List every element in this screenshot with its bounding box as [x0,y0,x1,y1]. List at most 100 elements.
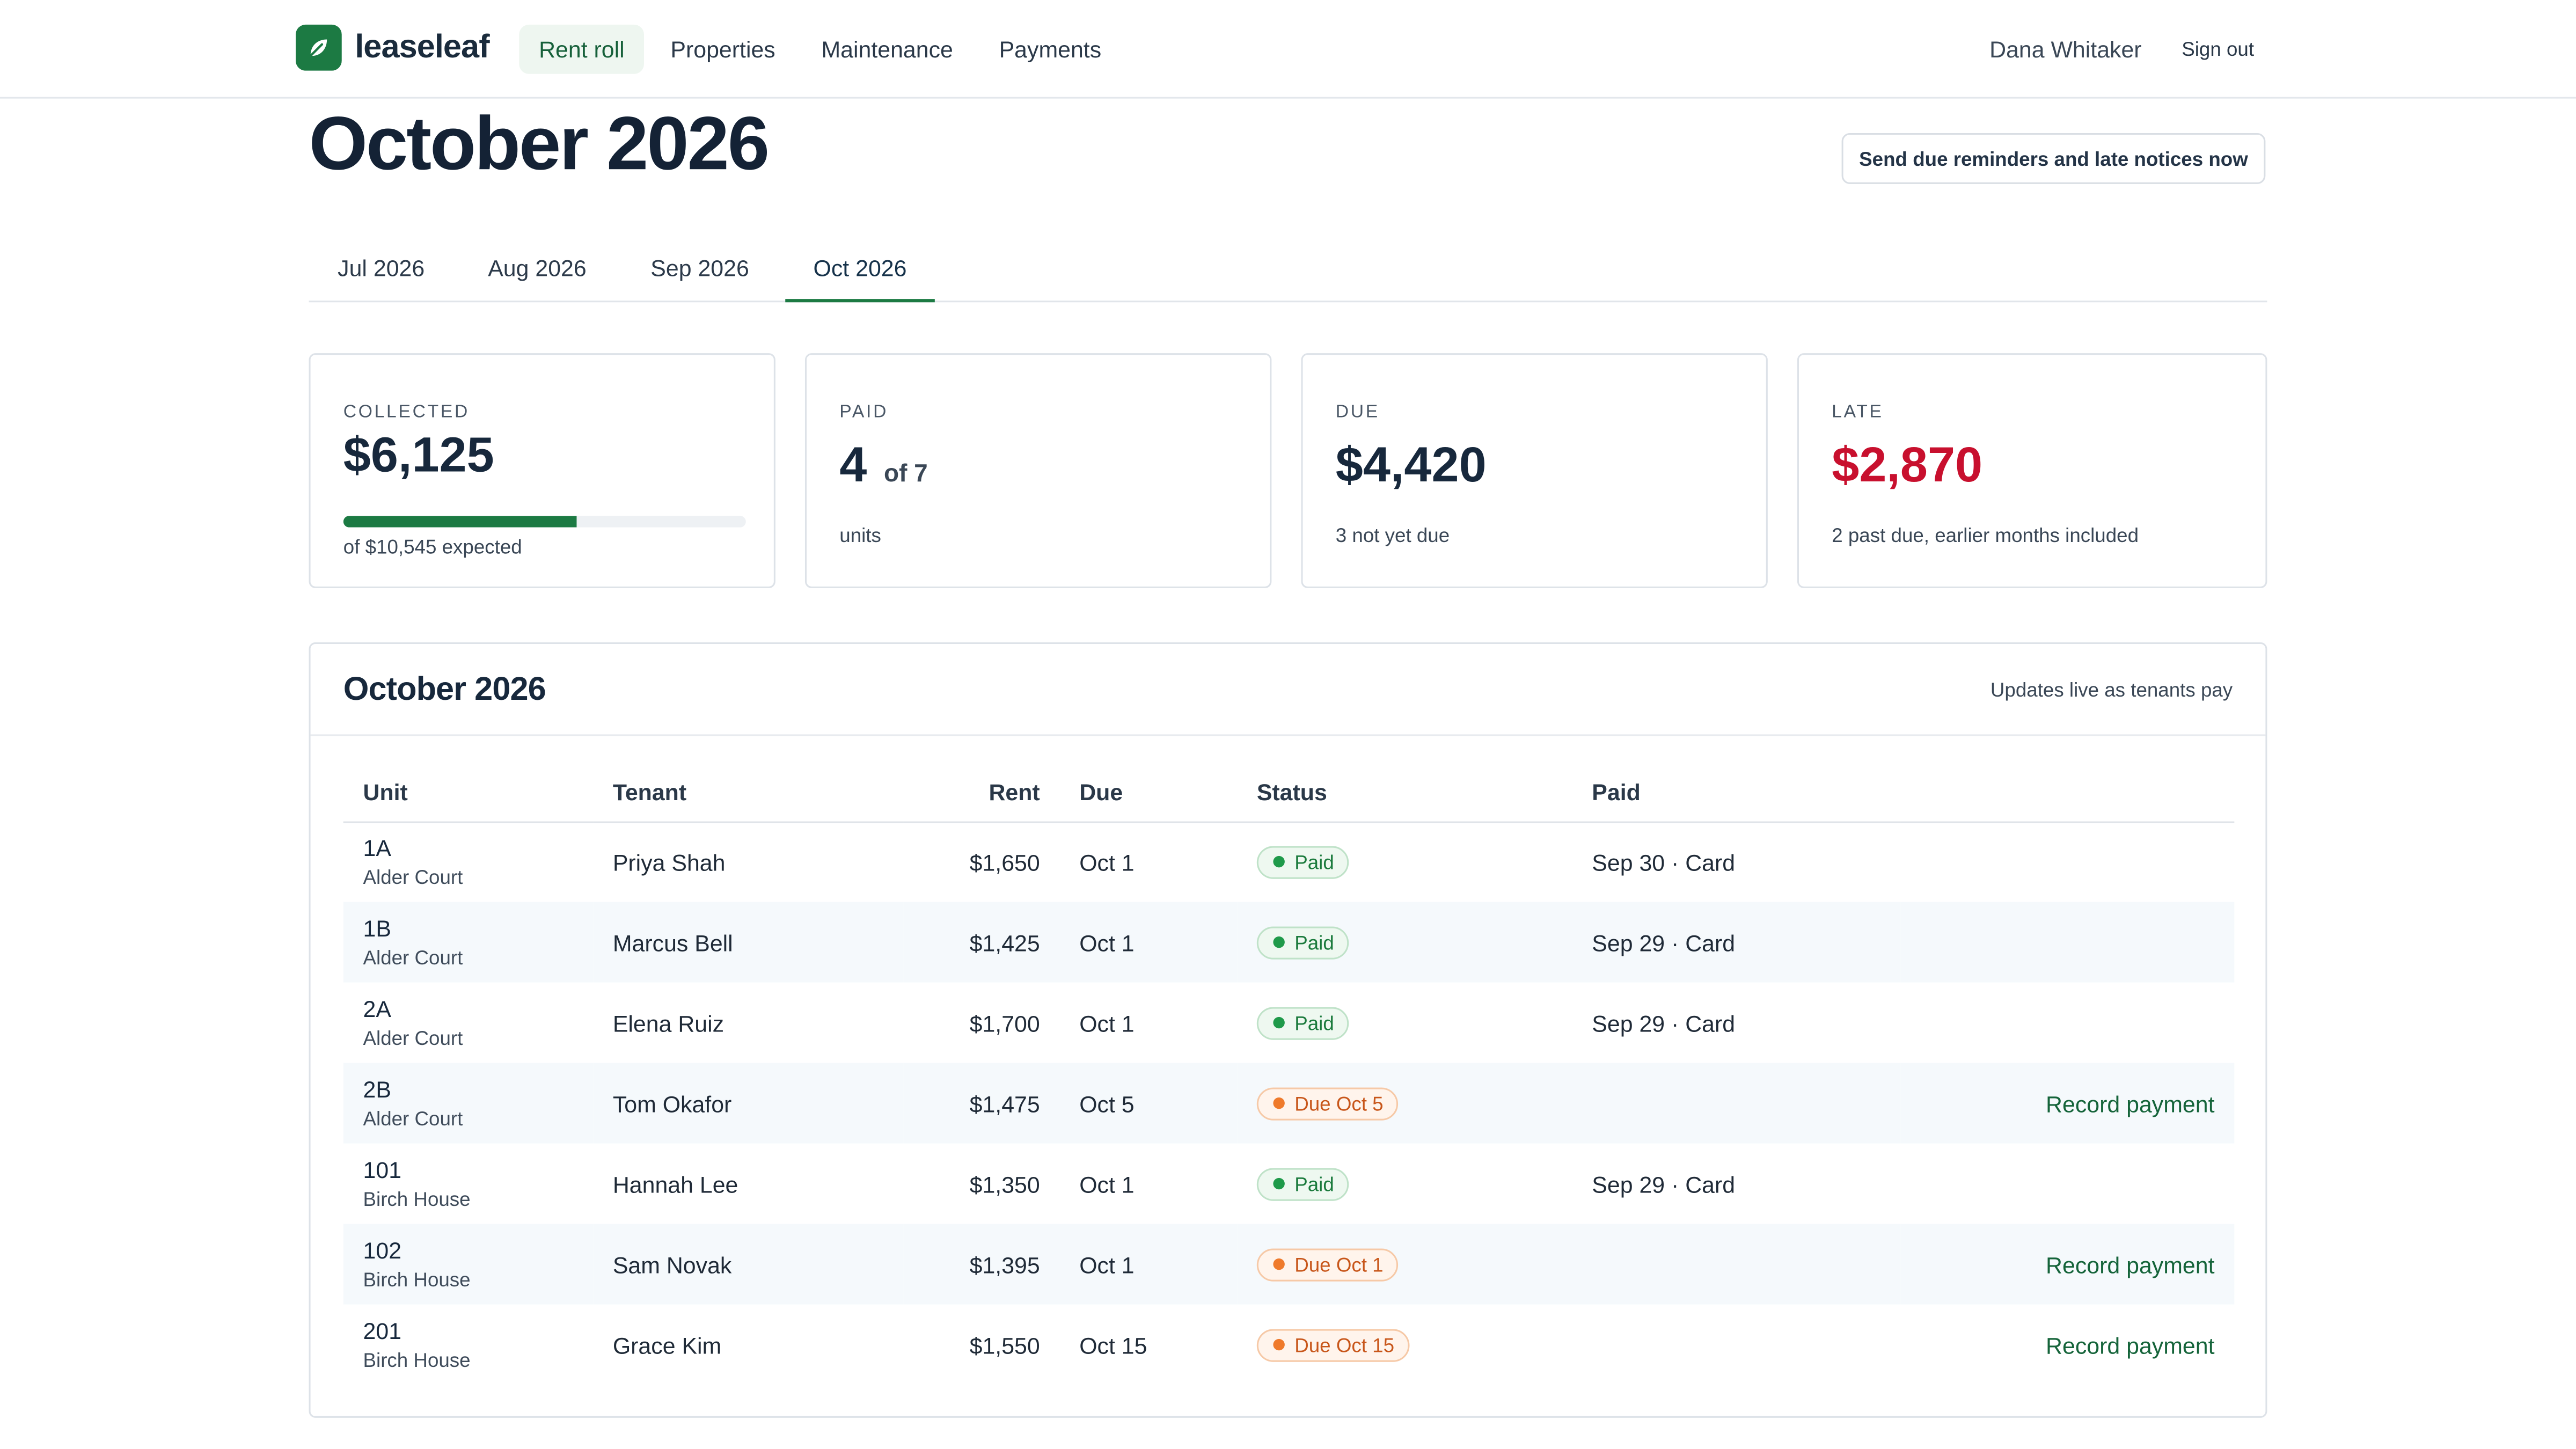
unit-cell: 102 Birch House [343,1224,594,1305]
unit-property: Alder Court [363,945,463,969]
collected-progress-bar [343,516,746,528]
action-cell [1901,1144,2234,1224]
collected-progress-fill [343,516,577,528]
table-row: 102 Birch House Sam Novak $1,395 Oct 1 Due Oc… [343,1224,2235,1305]
tenant-cell[interactable]: Marcus Bell [593,902,904,983]
unit-code[interactable]: 201 [363,1316,402,1343]
nav-item-payments[interactable]: Payments [999,36,1102,63]
due-subtext: 3 not yet due [1335,524,1450,547]
status-badge: Due Oct 15 [1256,1328,1409,1362]
table-row: 2A Alder Court Elena Ruiz $1,700 Oct 1 Paid Se… [343,983,2234,1063]
tab-oct-2026[interactable]: Oct 2026 [785,238,935,303]
unit-cell: 1B Alder Court [343,902,594,983]
unit-code[interactable]: 102 [363,1236,402,1263]
nav-item-properties[interactable]: Properties [670,36,775,63]
rent-cell: $1,550 [969,1331,1040,1358]
action-cell [1901,983,2234,1063]
status-text: Due Oct 1 [1294,1253,1384,1276]
status-cell: Due Oct 5 [1237,1063,1572,1144]
unit-code[interactable]: 2B [363,1075,391,1102]
tenant-cell[interactable]: Hannah Lee [612,1170,738,1197]
table-header-row: Unit Tenant Rent Due Status Paid [343,764,2235,823]
paid-cell [1572,1305,1901,1385]
paid-of-total: of 7 [884,460,928,488]
unit-cell: 101 Birch House [343,1144,593,1224]
paid-cell: Sep 29 · Card [1592,1009,1736,1036]
status-text: Paid [1294,1011,1334,1035]
unit-property: Alder Court [363,865,463,889]
unit-property: Alder Court [363,1106,463,1130]
month-tabs: Jul 2026 Aug 2026 Sep 2026 Oct 2026 [309,238,2267,303]
tenant-cell[interactable]: Priya Shah [612,848,726,875]
paid-label: PAID [839,402,889,422]
status-dot-icon [1273,1097,1285,1109]
action-cell [1901,822,2234,902]
unit-code[interactable]: 101 [363,1155,402,1182]
unit-property: Birch House [363,1187,471,1210]
column-header-unit[interactable]: Unit [343,764,594,823]
column-header-tenant[interactable]: Tenant [593,764,904,823]
status-text: Paid [1294,850,1334,874]
unit-code[interactable]: 2A [363,994,391,1021]
brand-name[interactable]: leaseleaf [355,30,489,66]
column-header-status[interactable]: Status [1237,764,1572,823]
late-subtext: 2 past due, earlier months included [1832,524,2139,547]
status-text: Due Oct 15 [1294,1333,1395,1357]
action-cell [1900,902,2235,983]
nav-item-maintenance[interactable]: Maintenance [821,36,953,63]
due-label: DUE [1335,402,1380,422]
paid-cell [1572,1224,1901,1305]
due-card: DUE $4,420 3 not yet due [1301,353,1768,588]
record-payment-link[interactable]: Record payment [2046,1251,2215,1278]
rent-cell: $1,475 [903,1063,1060,1144]
leaf-icon[interactable] [296,24,342,71]
late-card: LATE $2,870 2 past due, earlier months i… [1797,353,2267,588]
tenant-cell[interactable]: Tom Okafor [593,1063,904,1144]
status-cell: Paid [1237,983,1572,1063]
nav-item-rent-roll[interactable]: Rent roll [519,24,645,74]
action-cell: Record payment [1900,1063,2235,1144]
column-header-paid[interactable]: Paid [1572,764,1901,823]
due-cell: Oct 1 [1079,848,1135,875]
due-value: $4,420 [1335,438,1487,493]
status-dot-icon [1273,1016,1285,1029]
table-row: 101 Birch House Hannah Lee $1,350 Oct 1 Paid S… [343,1144,2234,1224]
tenant-cell[interactable]: Grace Kim [612,1331,722,1358]
status-dot-icon [1273,1338,1285,1351]
due-cell: Oct 1 [1059,1224,1238,1305]
send-reminders-button[interactable]: Send due reminders and late notices now [1841,133,2266,184]
tab-sep-2026[interactable]: Sep 2026 [650,254,749,281]
status-badge: Paid [1256,845,1349,879]
rent-cell: $1,395 [903,1224,1060,1305]
rent-roll-body: 1A Alder Court Priya Shah $1,650 Oct 1 Paid Se… [343,822,2235,1385]
unit-code[interactable]: 1B [363,914,391,941]
unit-property: Birch House [363,1267,471,1291]
paid-value: 4 of 7 [839,434,927,508]
rent-cell: $1,425 [903,902,1060,983]
due-cell: Oct 1 [1079,1009,1135,1036]
sign-out-link[interactable]: Sign out [2182,38,2255,61]
user-name[interactable]: Dana Whitaker [1989,36,2142,63]
status-text: Paid [1294,1172,1334,1196]
column-header-due[interactable]: Due [1059,764,1238,823]
paid-card: PAID 4 of 7 units [804,353,1272,588]
record-payment-link[interactable]: Record payment [2046,1090,2215,1117]
tab-jul-2026[interactable]: Jul 2026 [338,254,425,281]
rent-roll-panel: October 2026 Updates live as tenants pay… [309,642,2267,1418]
tenant-cell[interactable]: Elena Ruiz [612,1009,724,1036]
record-payment-link[interactable]: Record payment [2046,1331,2215,1358]
due-cell: Oct 15 [1079,1331,1147,1358]
tab-aug-2026[interactable]: Aug 2026 [488,254,587,281]
status-badge: Due Oct 5 [1256,1086,1399,1120]
tenant-cell[interactable]: Sam Novak [593,1224,904,1305]
paid-cell [1572,1063,1901,1144]
status-badge: Paid [1256,1167,1349,1201]
column-header-rent[interactable]: Rent [903,764,1060,823]
rent-roll-table: Unit Tenant Rent Due Status Paid 1A Alder… [343,764,2235,1385]
status-dot-icon [1273,1177,1285,1190]
due-cell: Oct 5 [1059,1063,1238,1144]
rent-cell: $1,700 [969,1009,1040,1036]
unit-cell: 2A Alder Court [343,983,593,1063]
paid-cell: Sep 29 · Card [1572,902,1901,983]
unit-code[interactable]: 1A [363,834,391,861]
